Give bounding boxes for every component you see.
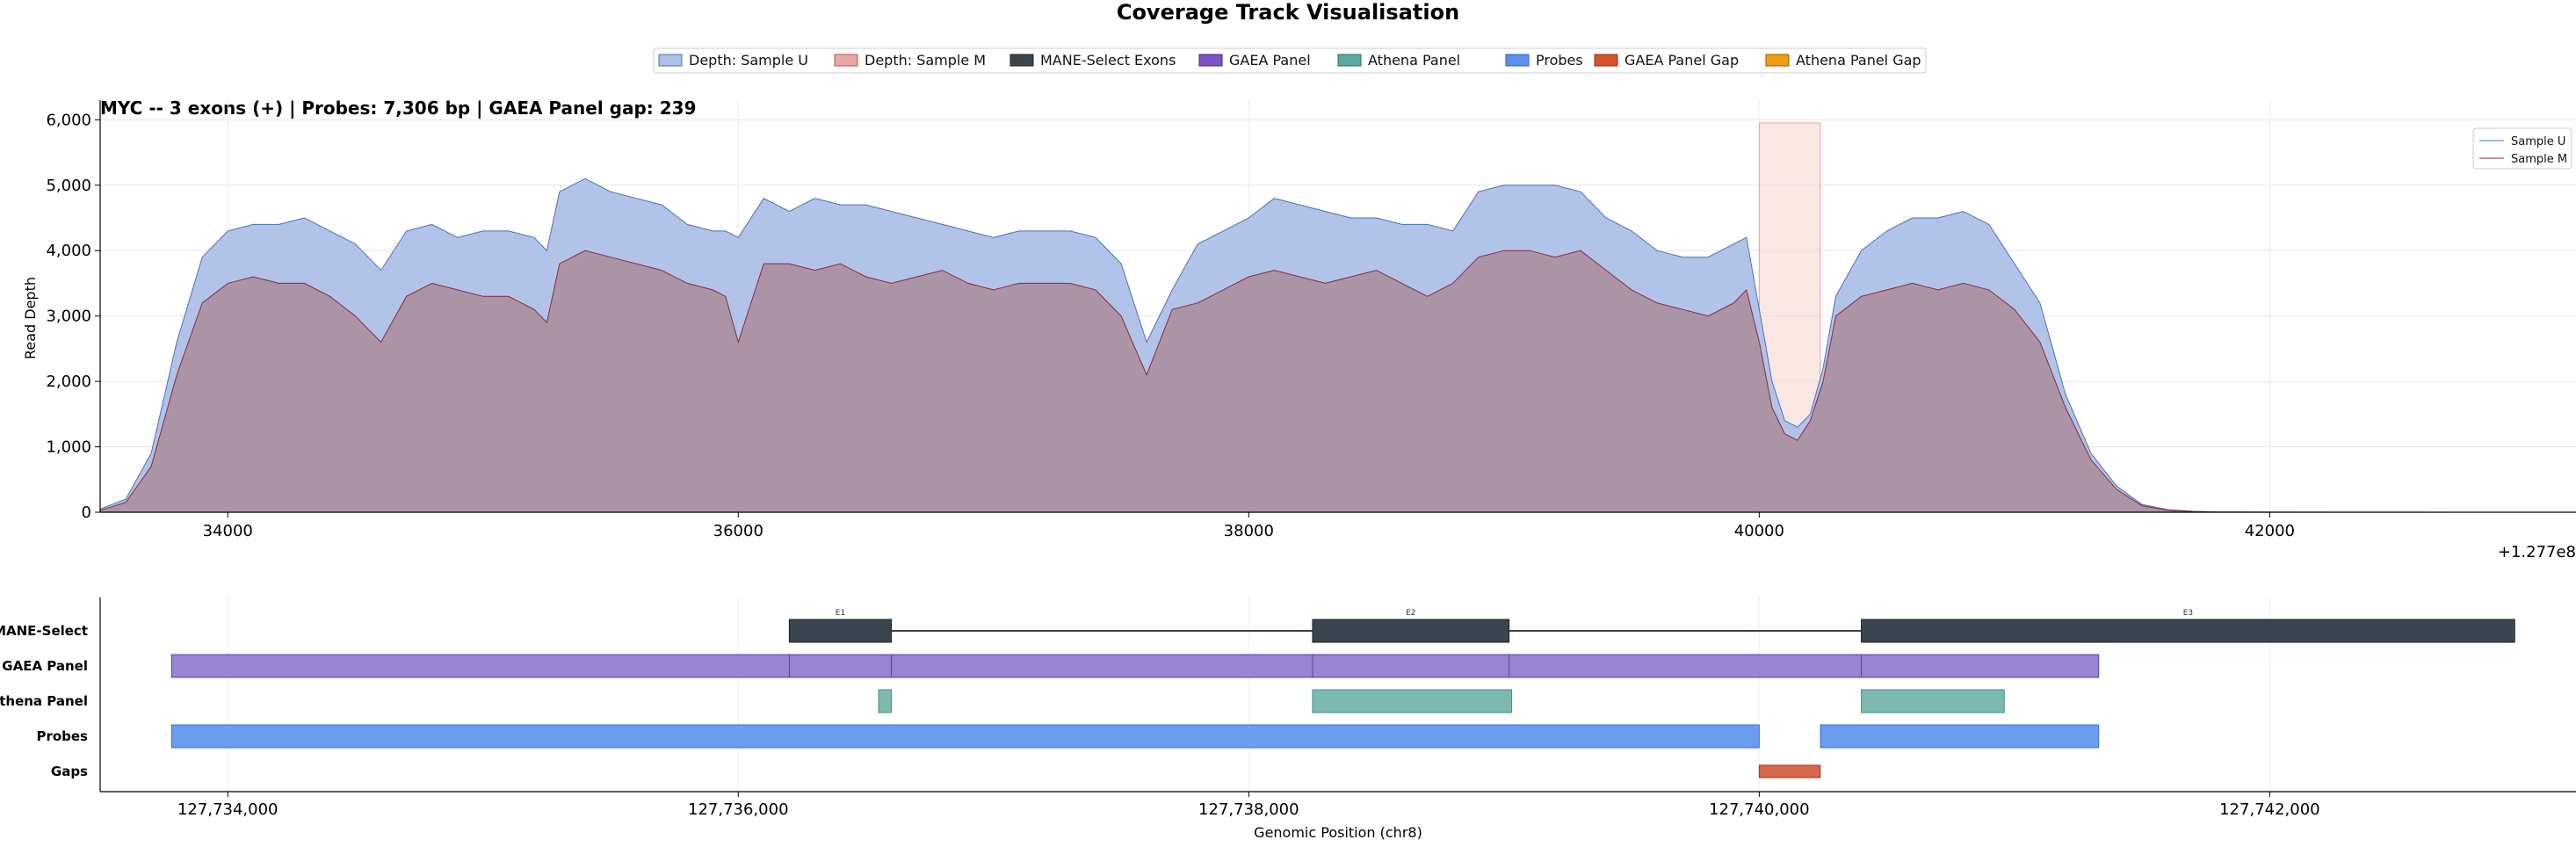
probe-region-1 bbox=[1820, 724, 2100, 749]
series-line-1 bbox=[99, 250, 2576, 513]
legend-swatch-0 bbox=[658, 54, 683, 67]
legend-label-6: GAEA Panel Gap bbox=[1624, 52, 1739, 69]
coverage-subtitle: MYC -- 3 exons (+) | Probes: 7,306 bp | … bbox=[100, 98, 697, 119]
athena-region-0 bbox=[878, 689, 893, 713]
x-tick-label-3: 40000 bbox=[1734, 522, 1784, 540]
coverage-x-ticks: 34000 36000 38000 40000 42000 bbox=[203, 512, 2295, 540]
track-labels: MANE-Select GAEA Panel Athena Panel Probes G… bbox=[0, 623, 88, 779]
track-x-tick-label-4: 127,742,000 bbox=[2219, 800, 2320, 819]
y-tick-label-6: 6,000 bbox=[46, 111, 91, 129]
track-label-2: Athena Panel bbox=[0, 693, 88, 709]
series-legend-label-1: Sample M bbox=[2511, 153, 2567, 166]
exon-label-2: E3 bbox=[2183, 609, 2193, 618]
x-tick-label-2: 38000 bbox=[1224, 522, 1274, 540]
athena-region-1 bbox=[1312, 689, 1513, 713]
track-label-4: Gaps bbox=[51, 764, 88, 779]
exon-label-1: E2 bbox=[1406, 609, 1415, 618]
exon-label-0: E1 bbox=[836, 609, 845, 618]
gap-region-0 bbox=[1758, 764, 1821, 778]
legend-swatch-5 bbox=[1505, 54, 1530, 67]
track-x-tick-label-2: 127,738,000 bbox=[1198, 800, 1299, 819]
track-x-tick-label-0: 127,734,000 bbox=[177, 800, 279, 819]
x-tick-label-4: 42000 bbox=[2245, 522, 2295, 540]
gaea-panel-bar bbox=[170, 654, 2100, 678]
x-tick-label-1: 36000 bbox=[713, 522, 763, 540]
legend-label-5: Probes bbox=[1536, 52, 1583, 69]
series-legend: Sample U Sample M bbox=[2472, 127, 2572, 170]
track-x-ticks: 127,734,000 127,736,000 127,738,000 127,740… bbox=[177, 792, 2320, 819]
y-tick-label-1: 1,000 bbox=[46, 438, 91, 457]
figure-legend: Depth: Sample U Depth: Sample M MANE-Selec… bbox=[653, 47, 1927, 74]
coverage-series bbox=[99, 177, 2576, 513]
exon-block-2 bbox=[1861, 619, 2515, 643]
track-label-1: GAEA Panel bbox=[2, 658, 88, 674]
track-axes bbox=[99, 597, 2576, 793]
y-axis-label: Read Depth bbox=[22, 277, 39, 359]
coverage-y-ticks: 0 1,000 2,000 3,000 4,000 5,000 6,000 bbox=[46, 111, 100, 522]
y-tick-label-2: 2,000 bbox=[46, 373, 91, 391]
athena-region-2 bbox=[1861, 689, 2005, 713]
series-line-0 bbox=[99, 177, 2576, 513]
series-legend-label-0: Sample U bbox=[2511, 135, 2565, 148]
legend-label-0: Depth: Sample U bbox=[689, 52, 808, 69]
y-tick-label-4: 4,000 bbox=[46, 242, 91, 260]
probe-region-0 bbox=[170, 724, 1760, 749]
legend-swatch-3 bbox=[1198, 54, 1223, 67]
coverage-axes bbox=[99, 100, 2576, 513]
legend-label-4: Athena Panel bbox=[1368, 52, 1460, 69]
x-offset-label: +1.277e8 bbox=[2498, 543, 2576, 561]
legend-label-7: Athena Panel Gap bbox=[1796, 52, 1921, 69]
track-x-tick-label-3: 127,740,000 bbox=[1709, 800, 1810, 819]
legend-swatch-6 bbox=[1594, 54, 1618, 67]
exon-block-1 bbox=[1312, 619, 1510, 643]
track-label-0: MANE-Select bbox=[0, 623, 88, 639]
legend-swatch-1 bbox=[834, 54, 858, 67]
coverage-panel: MYC -- 3 exons (+) | Probes: 7,306 bp | … bbox=[22, 98, 2576, 561]
legend-label-2: MANE-Select Exons bbox=[1040, 52, 1176, 69]
track-x-axis-label: Genomic Position (chr8) bbox=[1254, 824, 1422, 841]
legend-swatch-2 bbox=[1009, 54, 1034, 67]
track-features: E1 E2 E3 bbox=[170, 609, 2515, 778]
y-tick-label-3: 3,000 bbox=[46, 308, 91, 326]
series-area-1 bbox=[100, 250, 2576, 512]
track-label-3: Probes bbox=[36, 728, 88, 744]
y-tick-label-0: 0 bbox=[82, 503, 91, 522]
exon-block-0 bbox=[788, 619, 893, 643]
legend-label-3: GAEA Panel bbox=[1229, 52, 1311, 69]
legend-swatch-7 bbox=[1765, 54, 1790, 67]
track-x-tick-label-1: 127,736,000 bbox=[688, 800, 789, 819]
figure-title: Coverage Track Visualisation bbox=[1117, 0, 1459, 25]
y-tick-label-5: 5,000 bbox=[46, 177, 91, 195]
x-tick-label-0: 34000 bbox=[203, 522, 253, 540]
legend-swatch-4 bbox=[1337, 54, 1362, 67]
legend-label-1: Depth: Sample M bbox=[865, 52, 986, 69]
track-panel: MANE-Select GAEA Panel Athena Panel Probes G… bbox=[0, 597, 2576, 841]
